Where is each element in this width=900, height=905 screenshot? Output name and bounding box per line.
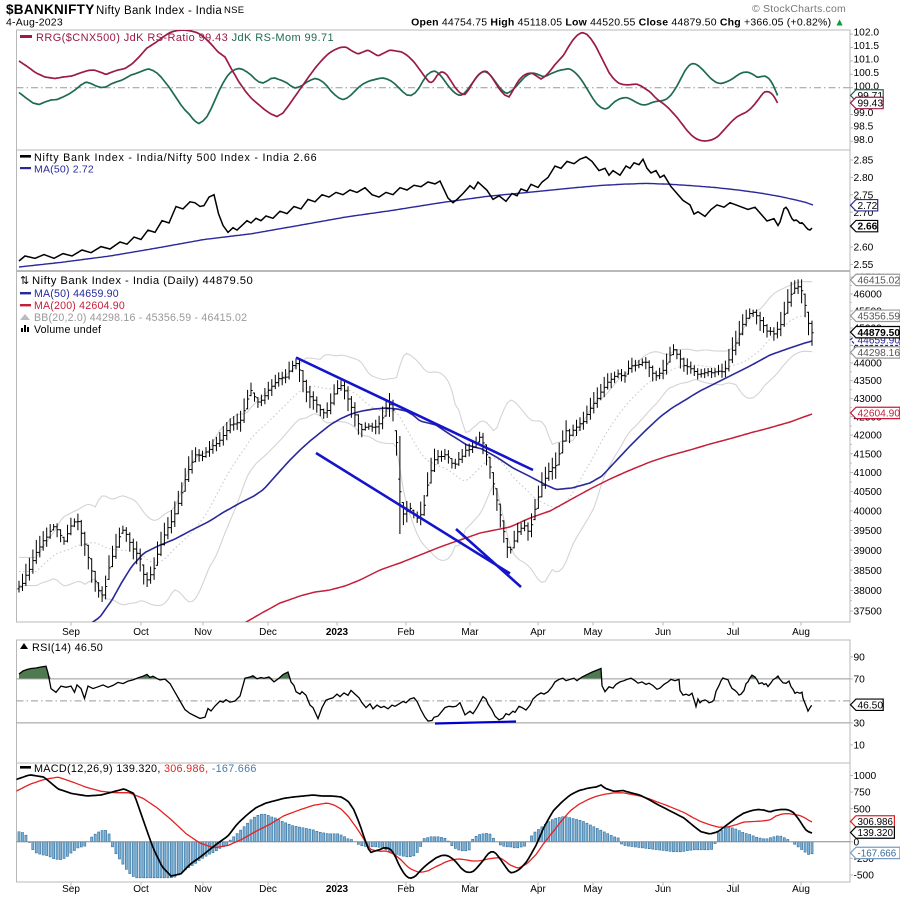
svg-text:Feb: Feb (397, 627, 415, 638)
svg-text:100.5: 100.5 (854, 68, 880, 79)
svg-text:750: 750 (854, 788, 871, 799)
svg-text:Jul: Jul (727, 627, 740, 638)
svg-text:2023: 2023 (326, 627, 349, 638)
svg-text:-500: -500 (854, 871, 875, 882)
svg-text:38500: 38500 (854, 566, 883, 577)
svg-text:39500: 39500 (854, 526, 883, 537)
svg-text:Nifty Bank Index - India: Nifty Bank Index - India (96, 5, 222, 17)
svg-text:2.85: 2.85 (854, 156, 874, 167)
svg-text:44879.50: 44879.50 (858, 328, 900, 339)
svg-text:10: 10 (854, 741, 866, 752)
svg-text:Dec: Dec (259, 884, 277, 895)
svg-text:2023: 2023 (326, 884, 349, 895)
svg-text:MA(50) 2.72: MA(50) 2.72 (34, 164, 94, 176)
svg-text:Sep: Sep (62, 627, 80, 638)
svg-text:Jul: Jul (727, 884, 740, 895)
svg-text:© StockCharts.com: © StockCharts.com (752, 3, 846, 15)
svg-text:Oct: Oct (133, 627, 149, 638)
svg-text:46000: 46000 (854, 290, 883, 301)
svg-text:2.80: 2.80 (854, 173, 874, 184)
svg-text:102.0: 102.0 (854, 28, 880, 39)
svg-text:BB(20,2.0) 44298.16 - 45356.59: BB(20,2.0) 44298.16 - 45356.59 - 46415.0… (34, 312, 247, 324)
svg-text:Apr: Apr (530, 627, 546, 638)
svg-text:39000: 39000 (854, 546, 883, 557)
svg-text:45356.59: 45356.59 (858, 311, 900, 322)
svg-text:70: 70 (854, 675, 866, 686)
svg-text:41500: 41500 (854, 449, 883, 460)
svg-text:Nov: Nov (194, 884, 212, 895)
svg-text:Nov: Nov (194, 627, 212, 638)
svg-text:Nifty Bank Index - India (Dail: Nifty Bank Index - India (Daily) 44879.5… (32, 275, 253, 287)
svg-text:41000: 41000 (854, 468, 883, 479)
svg-text:MA(200) 42604.90: MA(200) 42604.90 (34, 300, 125, 312)
svg-text:Mar: Mar (461, 884, 479, 895)
svg-text:98.5: 98.5 (854, 122, 874, 133)
svg-text:Volume undef: Volume undef (34, 324, 101, 336)
svg-text:2.72: 2.72 (858, 201, 878, 212)
svg-text:42604.90: 42604.90 (858, 409, 900, 420)
svg-text:Nifty Bank Index - India/Nifty: Nifty Bank Index - India/Nifty 500 Index… (34, 152, 317, 164)
svg-text:40500: 40500 (854, 487, 883, 498)
svg-text:38000: 38000 (854, 586, 883, 597)
svg-text:40000: 40000 (854, 506, 883, 517)
svg-text:MACD(12,26,9) 139.320, 306.986: MACD(12,26,9) 139.320, 306.986, -167.666 (34, 763, 257, 775)
svg-text:Aug: Aug (792, 884, 810, 895)
svg-text:RRG($CNX500) JdK RS-Ratio 99.4: RRG($CNX500) JdK RS-Ratio 99.43 JdK RS-M… (36, 32, 334, 44)
svg-text:MA(50) 44659.90: MA(50) 44659.90 (34, 288, 119, 300)
svg-text:500: 500 (854, 804, 871, 815)
svg-text:Open 44754.75 High 45118.05 Lo: Open 44754.75 High 45118.05 Low 44520.55… (411, 17, 845, 29)
svg-text:46415.02: 46415.02 (858, 276, 900, 287)
svg-text:Oct: Oct (133, 884, 149, 895)
svg-text:Aug: Aug (792, 627, 810, 638)
svg-text:43500: 43500 (854, 376, 883, 387)
svg-text:44000: 44000 (854, 359, 883, 370)
svg-text:Jun: Jun (655, 627, 671, 638)
svg-text:NSE: NSE (224, 5, 244, 16)
svg-text:101.0: 101.0 (854, 55, 880, 66)
svg-text:Mar: Mar (461, 627, 479, 638)
svg-text:Sep: Sep (62, 884, 80, 895)
svg-text:⇅: ⇅ (20, 275, 29, 287)
svg-text:Apr: Apr (530, 884, 546, 895)
svg-text:90: 90 (854, 653, 866, 664)
svg-text:4-Aug-2023: 4-Aug-2023 (6, 17, 63, 29)
svg-text:RSI(14) 46.50: RSI(14) 46.50 (32, 642, 103, 654)
svg-text:1000: 1000 (854, 771, 877, 782)
svg-text:Dec: Dec (259, 627, 277, 638)
svg-text:98.0: 98.0 (854, 135, 874, 146)
svg-text:99.0: 99.0 (854, 108, 874, 119)
svg-text:2.66: 2.66 (858, 222, 878, 233)
svg-text:2.55: 2.55 (854, 260, 874, 271)
svg-text:46.50: 46.50 (858, 700, 884, 711)
svg-text:37500: 37500 (854, 607, 883, 618)
svg-text:42000: 42000 (854, 431, 883, 442)
svg-text:Feb: Feb (397, 884, 415, 895)
svg-text:2.60: 2.60 (854, 243, 874, 254)
svg-text:May: May (584, 884, 603, 895)
svg-text:139.320: 139.320 (858, 828, 894, 839)
svg-text:May: May (584, 627, 603, 638)
svg-text:99.43: 99.43 (858, 99, 884, 110)
svg-text:43000: 43000 (854, 394, 883, 405)
svg-text:101.5: 101.5 (854, 41, 880, 52)
svg-text:44298.16: 44298.16 (858, 348, 900, 359)
svg-text:Jun: Jun (655, 884, 671, 895)
svg-text:$BANKNIFTY: $BANKNIFTY (6, 2, 95, 17)
svg-text:30: 30 (854, 719, 866, 730)
svg-text:-167.666: -167.666 (858, 849, 897, 860)
